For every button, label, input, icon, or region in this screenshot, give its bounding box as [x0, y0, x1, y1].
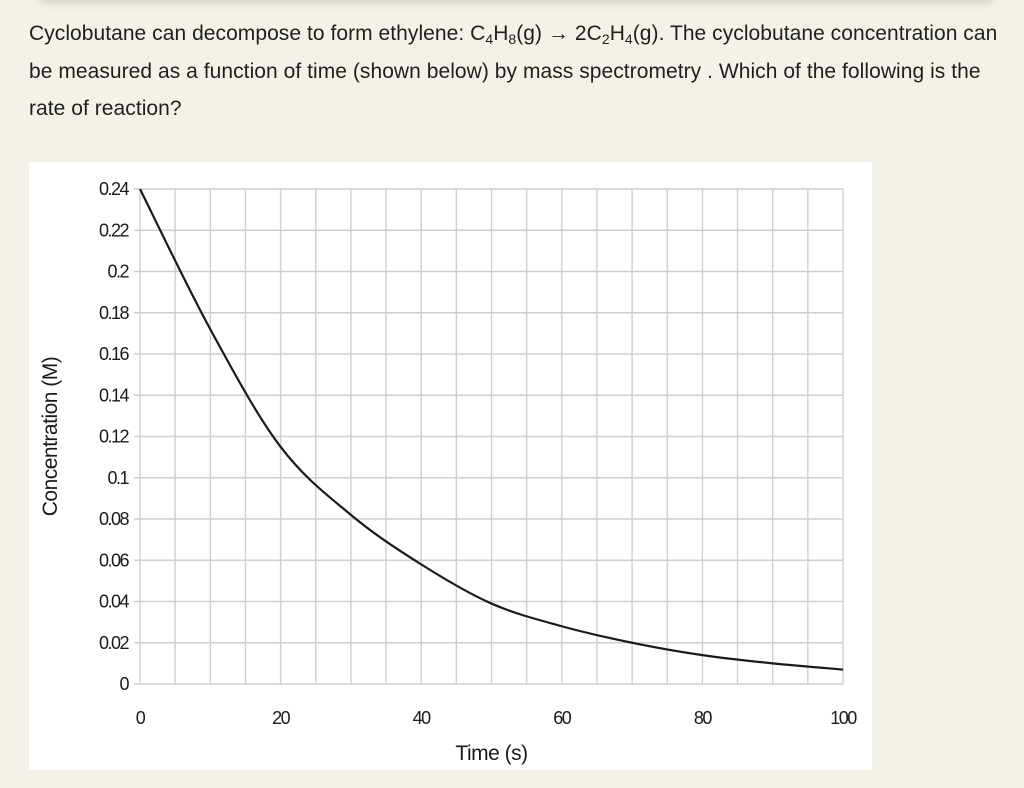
y-axis-ticks: 0 0.02 0.04 0.06 0.08 0.1 0.12 0.14 0.16 0.18 0.2 0…: [99, 179, 131, 694]
x-tick-label: 80: [694, 708, 713, 728]
question-text-part: H: [609, 22, 625, 45]
question-text-part: (g) → 2C: [516, 22, 602, 45]
question-text-part: Cyclobutane can decompose to form ethyle…: [29, 22, 486, 45]
y-axis-title: Concentration (M): [39, 357, 62, 517]
x-tick-label: 20: [272, 708, 291, 728]
question-text-part: H: [493, 22, 509, 45]
concentration-time-chart: 0 0.02 0.04 0.06 0.08 0.1 0.12 0.14 0.16 0.18 0.2 0…: [39, 179, 859, 765]
y-tick-label: 0.24: [99, 179, 130, 199]
y-tick-label: 0.04: [99, 592, 130, 612]
y-tick-label: 0.12: [99, 427, 130, 447]
y-tick-label: 0.22: [99, 220, 130, 240]
chart-card: 0 0.02 0.04 0.06 0.08 0.1 0.12 0.14 0.16 0.18 0.2 0…: [29, 162, 872, 770]
x-axis-title: Time (s): [455, 742, 527, 765]
y-tick-label: 0.02: [99, 633, 130, 653]
question-text: Cyclobutane can decompose to form ethyle…: [29, 15, 1019, 128]
x-axis-ticks: 0 20 40 60 80 100: [136, 708, 859, 728]
x-tick-label: 0: [136, 708, 146, 728]
subscript: 2: [601, 31, 610, 47]
y-tick-label: 0.14: [99, 385, 130, 405]
subscript: 8: [508, 31, 517, 47]
y-tick-label: 0.18: [99, 303, 130, 323]
x-tick-label: 60: [553, 708, 572, 728]
x-tick-label: 40: [413, 708, 432, 728]
y-tick-label: 0.1: [107, 468, 129, 488]
y-tick-label: 0.06: [99, 550, 130, 570]
y-tick-label: 0: [119, 674, 129, 694]
y-tick-label: 0.08: [99, 509, 130, 529]
y-tick-label: 0.2: [107, 262, 129, 282]
data-curve: [139, 188, 844, 671]
chart-grid: [134, 188, 844, 685]
y-tick-label: 0.16: [99, 344, 130, 364]
subscript: 4: [485, 31, 494, 47]
x-tick-label: 100: [830, 708, 857, 728]
question-text-part: (g). The cyclobutane concentration can b…: [29, 22, 998, 120]
subscript: 4: [624, 31, 633, 47]
